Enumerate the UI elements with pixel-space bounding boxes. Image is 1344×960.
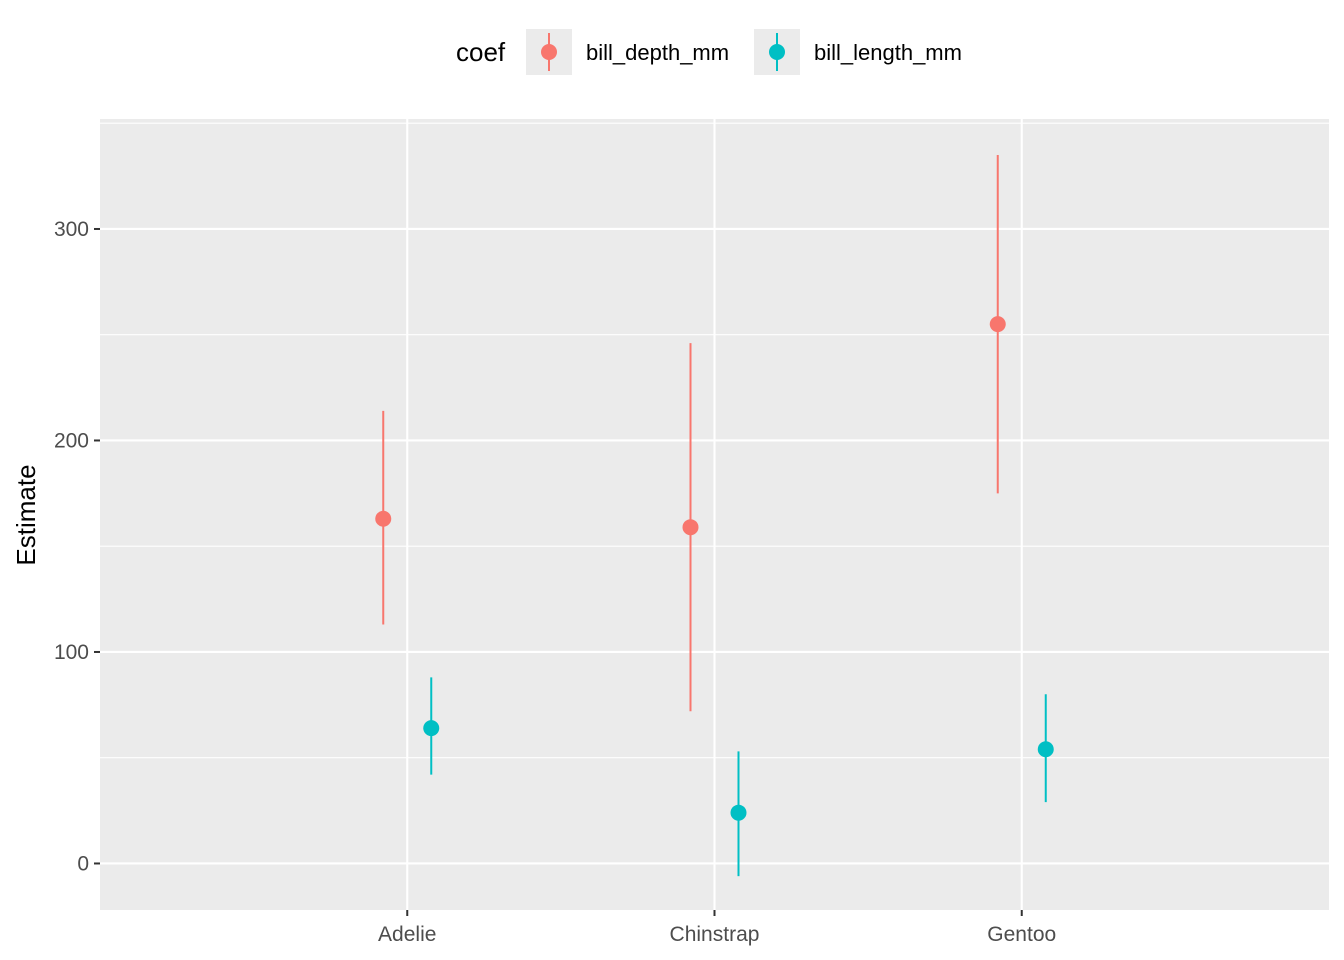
y-tick-label: 200 xyxy=(54,429,89,452)
legend-key-point xyxy=(769,44,785,60)
y-axis: 0 100 200 300 xyxy=(54,218,100,875)
y-tick-label: 300 xyxy=(54,218,89,241)
legend-title: coef xyxy=(456,37,506,67)
data-point xyxy=(682,519,699,536)
legend-label: bill_depth_mm xyxy=(586,40,729,65)
y-tick-label: 0 xyxy=(77,852,89,875)
data-point xyxy=(989,316,1006,333)
data-point xyxy=(423,720,440,737)
y-axis-title: Estimate xyxy=(11,464,41,565)
data-point xyxy=(730,804,747,821)
data-point xyxy=(375,510,392,527)
legend-key-point xyxy=(541,44,557,60)
y-tick-label: 100 xyxy=(54,641,89,664)
x-tick-label: Adelie xyxy=(378,923,436,946)
data-point xyxy=(1037,741,1054,758)
x-axis: Adelie Chinstrap Gentoo xyxy=(378,910,1056,946)
data-marks xyxy=(375,154,1054,877)
x-tick-label: Chinstrap xyxy=(670,923,760,946)
legend-label: bill_length_mm xyxy=(814,40,962,65)
x-tick-label: Gentoo xyxy=(987,923,1056,946)
major-gridlines xyxy=(100,119,1329,910)
legend-items: bill_depth_mm bill_length_mm xyxy=(526,29,962,75)
legend: coef bill_depth_mm bill_length_mm xyxy=(456,29,962,75)
